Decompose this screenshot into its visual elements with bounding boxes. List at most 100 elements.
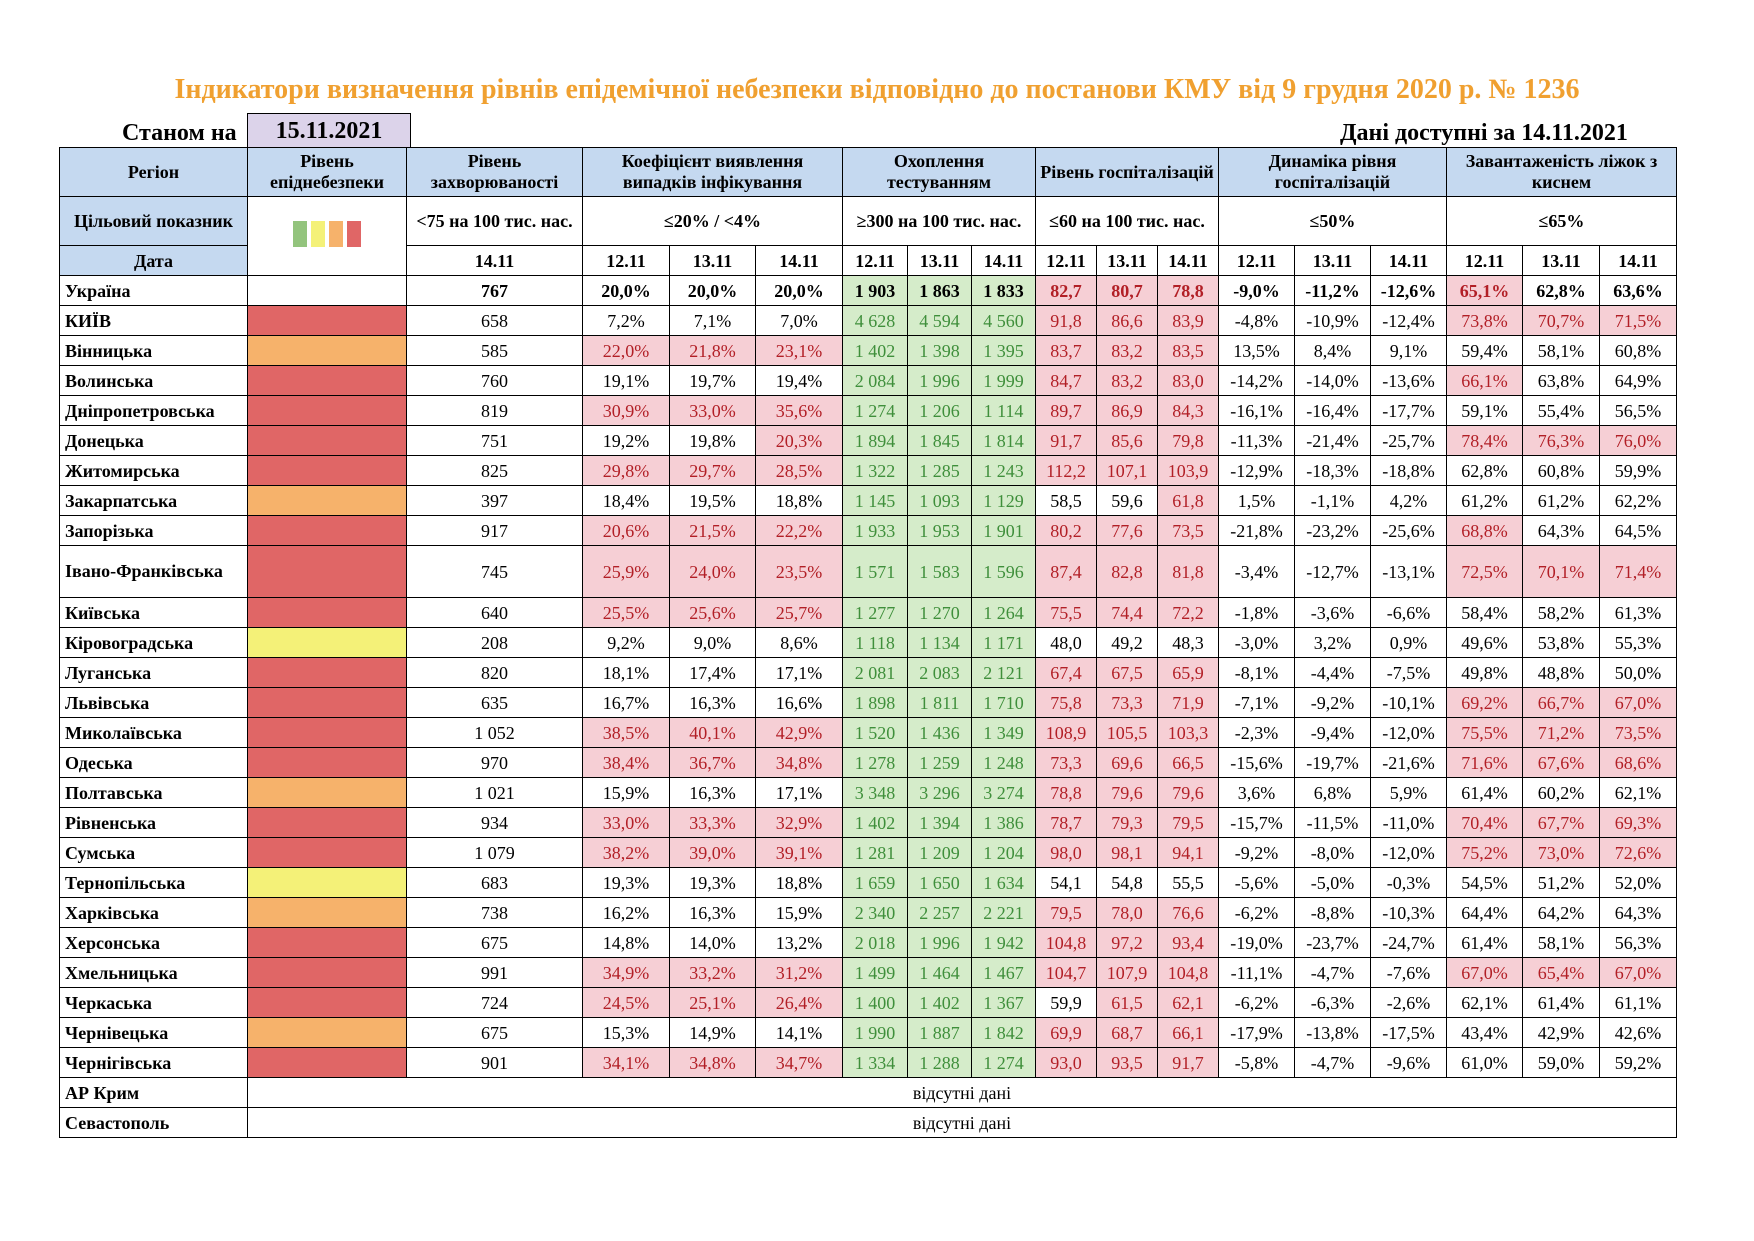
detection-cell: 24,5% <box>582 987 670 1018</box>
header-row: Регіон Рівень епіднебезпеки Рівень захво… <box>59 147 1677 197</box>
beds-cell: 71,4% <box>1599 545 1677 598</box>
detection-cell: 29,8% <box>582 455 670 486</box>
hosp-cell: 93,4 <box>1157 927 1219 958</box>
beds-cell: 53,8% <box>1522 627 1600 658</box>
dynamics-cell: -10,1% <box>1370 687 1447 718</box>
testing-cell: 1 464 <box>907 957 972 988</box>
dynamics-cell: -6,6% <box>1370 597 1447 628</box>
danger-level-cell <box>247 867 407 898</box>
testing-cell: 1 285 <box>907 455 972 486</box>
detection-cell: 16,3% <box>669 687 756 718</box>
detection-cell: 39,1% <box>755 837 843 868</box>
testing-cell: 1 270 <box>907 597 972 628</box>
testing-cell: 1 953 <box>907 515 972 546</box>
beds-cell: 43,4% <box>1446 1017 1523 1048</box>
table-row: Львівська 635 16,7% 16,3% 16,6% 1 898 1 811 1 7… <box>59 687 1677 718</box>
testing-cell: 1 901 <box>971 515 1036 546</box>
date-label: Дата <box>59 245 248 276</box>
dynamics-cell: -3,6% <box>1294 597 1371 628</box>
testing-cell: 1 811 <box>907 687 972 718</box>
beds-cell: 61,2% <box>1446 485 1523 516</box>
hosp-cell: 84,7 <box>1035 365 1097 396</box>
beds-cell: 71,5% <box>1599 305 1677 336</box>
beds-cell: 72,5% <box>1446 545 1523 598</box>
testing-cell: 1 710 <box>971 687 1036 718</box>
hosp-cell: 103,3 <box>1157 717 1219 748</box>
incidence-cell: 738 <box>406 897 583 928</box>
testing-cell: 1 145 <box>842 485 908 516</box>
detection-cell: 20,3% <box>755 425 843 456</box>
hosp-cell: 86,6 <box>1096 305 1158 336</box>
hosp-cell: 71,9 <box>1157 687 1219 718</box>
table-row: Волинська 760 19,1% 19,7% 19,4% 2 084 1 996 1 9… <box>59 365 1677 396</box>
testing-cell: 1 833 <box>971 275 1036 306</box>
dynamics-cell: -4,7% <box>1294 1047 1371 1078</box>
danger-level-cell <box>247 687 407 718</box>
region-name: Харківська <box>59 897 248 928</box>
detection-cell: 22,2% <box>755 515 843 546</box>
beds-cell: 62,1% <box>1446 987 1523 1018</box>
dynamics-cell: -4,8% <box>1218 305 1295 336</box>
incidence-cell: 635 <box>406 687 583 718</box>
dynamics-cell: 9,1% <box>1370 335 1447 366</box>
dynamics-cell: -14,0% <box>1294 365 1371 396</box>
hosp-cell: 72,2 <box>1157 597 1219 628</box>
beds-cell: 68,6% <box>1599 747 1677 778</box>
dynamics-cell: -0,3% <box>1370 867 1447 898</box>
hosp-cell: 104,7 <box>1035 957 1097 988</box>
dynamics-cell: -1,1% <box>1294 485 1371 516</box>
beds-cell: 61,2% <box>1522 485 1600 516</box>
dynamics-cell: 1,5% <box>1218 485 1295 516</box>
hosp-cell: 62,1 <box>1157 987 1219 1018</box>
table-row: АР Крим відсутні дані <box>59 1077 1677 1108</box>
target-beds: ≤65% <box>1446 196 1677 246</box>
testing-cell: 4 628 <box>842 305 908 336</box>
detection-cell: 34,8% <box>755 747 843 778</box>
dynamics-cell: -2,3% <box>1218 717 1295 748</box>
table-row: КИЇВ 658 7,2% 7,1% 7,0% 4 628 4 594 4 560 91,8 86… <box>59 305 1677 336</box>
beds-cell: 73,0% <box>1522 837 1600 868</box>
testing-cell: 3 348 <box>842 777 908 808</box>
table-row: Хмельницька 991 34,9% 33,2% 31,2% 1 499 1 464 1… <box>59 957 1677 988</box>
hosp-cell: 78,8 <box>1035 777 1097 808</box>
incidence-cell: 917 <box>406 515 583 546</box>
hosp-cell: 82,8 <box>1096 545 1158 598</box>
region-name: Хмельницька <box>59 957 248 988</box>
danger-legend <box>247 196 407 276</box>
hosp-cell: 76,6 <box>1157 897 1219 928</box>
region-name: Вінницька <box>59 335 248 366</box>
beds-cell: 58,2% <box>1522 597 1600 628</box>
header-beds: Завантаженість ліжок з киснем <box>1446 147 1677 197</box>
hosp-cell: 58,5 <box>1035 485 1097 516</box>
testing-cell: 1 398 <box>907 335 972 366</box>
danger-level-cell <box>247 927 407 958</box>
beds-cell: 61,4% <box>1446 777 1523 808</box>
beds-cell: 76,3% <box>1522 425 1600 456</box>
dynamics-cell: -16,1% <box>1218 395 1295 426</box>
hosp-cell: 79,5 <box>1035 897 1097 928</box>
region-name: Луганська <box>59 657 248 688</box>
testing-cell: 2 083 <box>907 657 972 688</box>
testing-cell: 2 081 <box>842 657 908 688</box>
hosp-cell: 61,5 <box>1096 987 1158 1018</box>
hosp-cell: 77,6 <box>1096 515 1158 546</box>
danger-level-cell <box>247 485 407 516</box>
testing-cell: 2 018 <box>842 927 908 958</box>
date-cell: 13.11 <box>907 245 972 276</box>
region-name: КИЇВ <box>59 305 248 336</box>
beds-cell: 65,4% <box>1522 957 1600 988</box>
hosp-cell: 75,5 <box>1035 597 1097 628</box>
beds-cell: 66,1% <box>1446 365 1523 396</box>
hosp-cell: 54,8 <box>1096 867 1158 898</box>
hosp-cell: 73,3 <box>1035 747 1097 778</box>
testing-cell: 1 942 <box>971 927 1036 958</box>
incidence-cell: 585 <box>406 335 583 366</box>
region-name: Львівська <box>59 687 248 718</box>
beds-cell: 76,0% <box>1599 425 1677 456</box>
dynamics-cell: -21,6% <box>1370 747 1447 778</box>
beds-cell: 56,5% <box>1599 395 1677 426</box>
incidence-cell: 767 <box>406 275 583 306</box>
region-name: Сумська <box>59 837 248 868</box>
detection-cell: 21,5% <box>669 515 756 546</box>
region-name: Дніпропетровська <box>59 395 248 426</box>
